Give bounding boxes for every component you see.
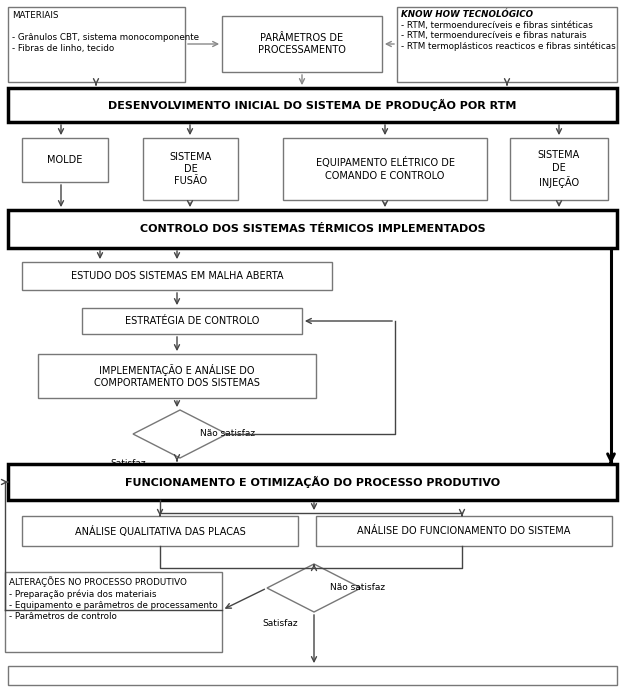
Text: - RTM, termoendurecíveis e fibras sintéticas
- RTM, termoendurecíveis e fibras n: - RTM, termoendurecíveis e fibras sintét… (401, 21, 616, 51)
Bar (38, 354, 316, 398)
Text: CONTROLO DOS SISTEMAS TÉRMICOS IMPLEMENTADOS: CONTROLO DOS SISTEMAS TÉRMICOS IMPLEMENT… (140, 224, 486, 234)
Bar (397, 7, 617, 82)
Text: SISTEMA
DE
FUSÃO: SISTEMA DE FUSÃO (169, 152, 212, 186)
Text: ESTUDO DOS SISTEMAS EM MALHA ABERTA: ESTUDO DOS SISTEMAS EM MALHA ABERTA (71, 271, 283, 281)
Bar (22, 138, 108, 182)
Text: Satisfaz: Satisfaz (262, 620, 298, 629)
Text: ESTRATÉGIA DE CONTROLO: ESTRATÉGIA DE CONTROLO (125, 316, 259, 326)
Polygon shape (267, 564, 361, 612)
Bar (8, 666, 617, 685)
Bar (82, 308, 302, 334)
Text: DESENVOLVIMENTO INICIAL DO SISTEMA DE PRODUÇÃO POR RTM: DESENVOLVIMENTO INICIAL DO SISTEMA DE PR… (108, 99, 517, 111)
Bar (316, 516, 612, 546)
Text: PARÂMETROS DE
PROCESSAMENTO: PARÂMETROS DE PROCESSAMENTO (258, 33, 346, 55)
Bar (8, 464, 617, 500)
Text: Satisfaz: Satisfaz (110, 458, 146, 468)
Bar (22, 516, 298, 546)
Bar (8, 210, 617, 248)
Text: EQUIPAMENTO ELÉTRICO DE
COMANDO E CONTROLO: EQUIPAMENTO ELÉTRICO DE COMANDO E CONTRO… (316, 157, 454, 181)
Text: SISTEMA
DE
INJEÇÃO: SISTEMA DE INJEÇÃO (538, 150, 580, 188)
Bar (143, 138, 238, 200)
Text: Não satisfaz: Não satisfaz (330, 584, 385, 593)
Bar (222, 16, 382, 72)
Text: ANÁLISE DO FUNCIONAMENTO DO SISTEMA: ANÁLISE DO FUNCIONAMENTO DO SISTEMA (357, 526, 571, 536)
Text: ALTERAÇÕES NO PROCESSO PRODUTIVO
- Preparação prévia dos materiais
- Equipamento: ALTERAÇÕES NO PROCESSO PRODUTIVO - Prepa… (9, 576, 217, 621)
Bar (8, 88, 617, 122)
Text: MATERIAIS

- Grânulos CBT, sistema monocomponente
- Fibras de linho, tecido: MATERIAIS - Grânulos CBT, sistema monoco… (12, 11, 199, 53)
Bar (5, 572, 222, 652)
Polygon shape (133, 410, 227, 458)
Text: MOLDE: MOLDE (48, 155, 82, 165)
Bar (510, 138, 608, 200)
Bar (22, 262, 332, 290)
Bar (283, 138, 487, 200)
Text: KNOW HOW TECNOLÓGICO: KNOW HOW TECNOLÓGICO (401, 10, 533, 19)
Text: FUNCIONAMENTO E OTIMIZAÇÃO DO PROCESSO PRODUTIVO: FUNCIONAMENTO E OTIMIZAÇÃO DO PROCESSO P… (125, 476, 500, 488)
Bar (8, 7, 185, 82)
Text: ANÁLISE QUALITATIVA DAS PLACAS: ANÁLISE QUALITATIVA DAS PLACAS (74, 526, 246, 537)
Text: Não satisfaz: Não satisfaz (200, 429, 255, 439)
Text: IMPLEMENTAÇÃO E ANÁLISE DO
COMPORTAMENTO DOS SISTEMAS: IMPLEMENTAÇÃO E ANÁLISE DO COMPORTAMENTO… (94, 364, 260, 388)
